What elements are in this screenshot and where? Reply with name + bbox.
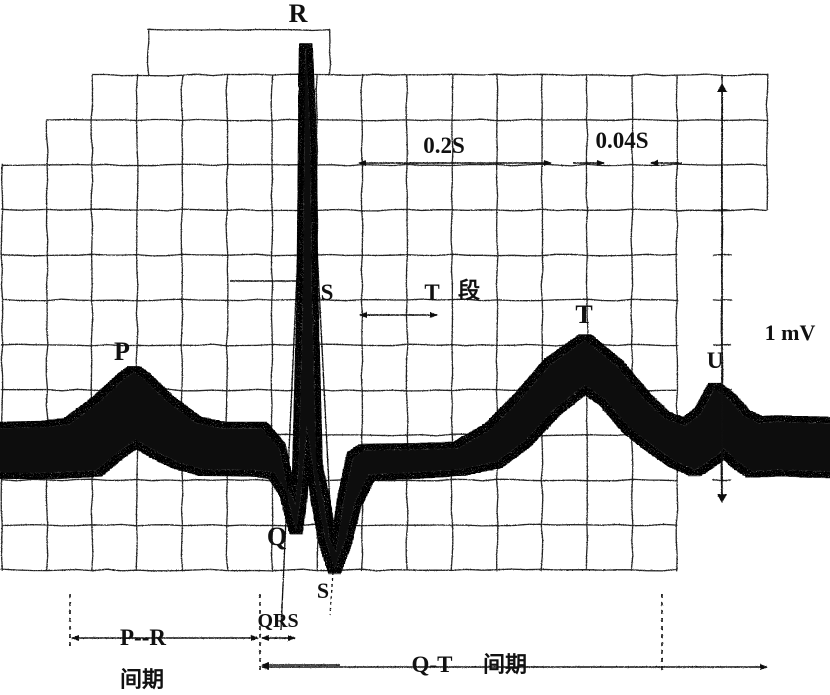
svg-text:R: R <box>289 0 308 28</box>
svg-text:QRS: QRS <box>257 610 298 632</box>
svg-text:0.04S: 0.04S <box>595 128 648 153</box>
svg-text:0.2S: 0.2S <box>423 133 465 158</box>
svg-text:T: T <box>424 280 439 305</box>
svg-text:S: S <box>317 578 329 603</box>
svg-text:S: S <box>321 280 334 305</box>
svg-text:间期: 间期 <box>120 667 164 692</box>
svg-text:Q-T: Q-T <box>412 652 453 677</box>
svg-text:P--R: P--R <box>120 625 166 650</box>
svg-text:P: P <box>114 337 130 366</box>
svg-text:Q: Q <box>267 522 287 551</box>
svg-text:间期: 间期 <box>483 652 527 677</box>
svg-text:U: U <box>707 348 724 373</box>
svg-text:1 mV: 1 mV <box>765 320 816 345</box>
svg-text:段: 段 <box>458 278 480 303</box>
svg-text:T: T <box>575 300 592 329</box>
